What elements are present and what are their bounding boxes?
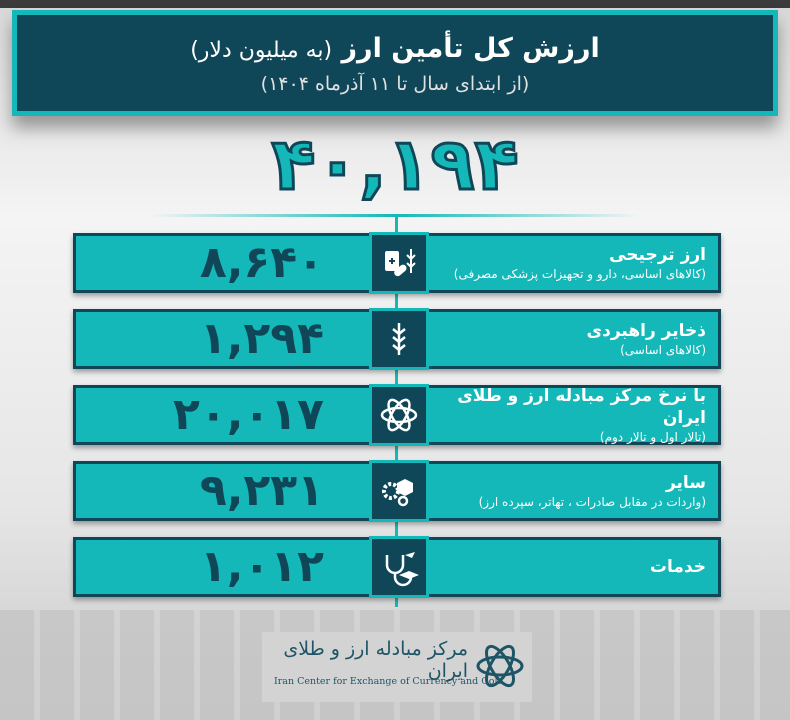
category-label: با نرخ مرکز مبادله ارز و طلای ایران (457, 385, 706, 428)
icon-box (369, 536, 429, 598)
category-subtitle: (واردات در مقابل صادرات ، تهاتر، سپرده ا… (478, 494, 706, 509)
icon-box (369, 384, 429, 446)
category-row: ۸,۶۴۰ ارز ترجیحی (کالاهای اساسی، دارو و ت… (73, 232, 721, 294)
category-subtitle: (کالاهای اساسی) (620, 342, 706, 357)
category-label: ذخایر راهبردی (586, 320, 706, 341)
divider (150, 214, 640, 217)
category-value: ۲۰,۰۱۷ (173, 389, 324, 440)
category-row: ۹,۲۳۱ سایر (واردات در مقابل صادرات ، تهات… (73, 460, 721, 522)
category-value: ۱,۲۹۴ (199, 313, 324, 364)
total-value: ۴۰,۱۹۴ (270, 121, 519, 208)
category-value: ۱,۰۱۲ (199, 541, 324, 592)
category-label: ارز ترجیحی (609, 244, 706, 265)
category-subtitle: (کالاهای اساسی، دارو و تجهیزات پزشکی مصر… (453, 266, 706, 281)
footer-logo: مرکز مبادله ارز و طلای ایران Iran Center… (262, 632, 532, 702)
gears-box-icon (382, 479, 413, 507)
icon-box (369, 460, 429, 522)
icon-box (369, 308, 429, 370)
category-value: ۸,۶۴۰ (199, 237, 324, 288)
title-panel: ارزش کل تأمین ارز (به میلیون دلار) (از ا… (12, 10, 778, 116)
exchange-logo-icon (380, 398, 418, 432)
category-label: سایر (665, 472, 706, 493)
page-subtitle: (از ابتدای سال تا ۱۱ آذرماه ۱۴۰۴) (260, 73, 530, 95)
logo-text-en: Iran Center for Exchange of Currency and… (274, 676, 504, 687)
category-row: ۱,۰۱۲ خدمات (73, 536, 721, 598)
medicine-wheat-icon (385, 249, 416, 277)
category-row: ۲۰,۰۱۷ با نرخ مرکز مبادله ارز و طلای ایر… (73, 384, 721, 446)
category-label: خدمات (649, 557, 706, 577)
category-subtitle: (تالار اول و تالار دوم) (599, 429, 706, 444)
category-value: ۹,۲۳۱ (199, 465, 324, 516)
category-row: ۱,۲۹۴ ذخایر راهبردی (کالاهای اساسی) (73, 308, 721, 370)
logo-text-fa: مرکز مبادله ارز و طلای ایران (283, 638, 468, 682)
top-bar (0, 0, 790, 8)
services-icon (385, 552, 419, 587)
page-title: ارزش کل تأمین ارز (به میلیون دلار) (190, 33, 600, 64)
exchange-logo-icon (476, 644, 524, 688)
icon-box (369, 232, 429, 294)
wheat-icon (392, 323, 406, 355)
